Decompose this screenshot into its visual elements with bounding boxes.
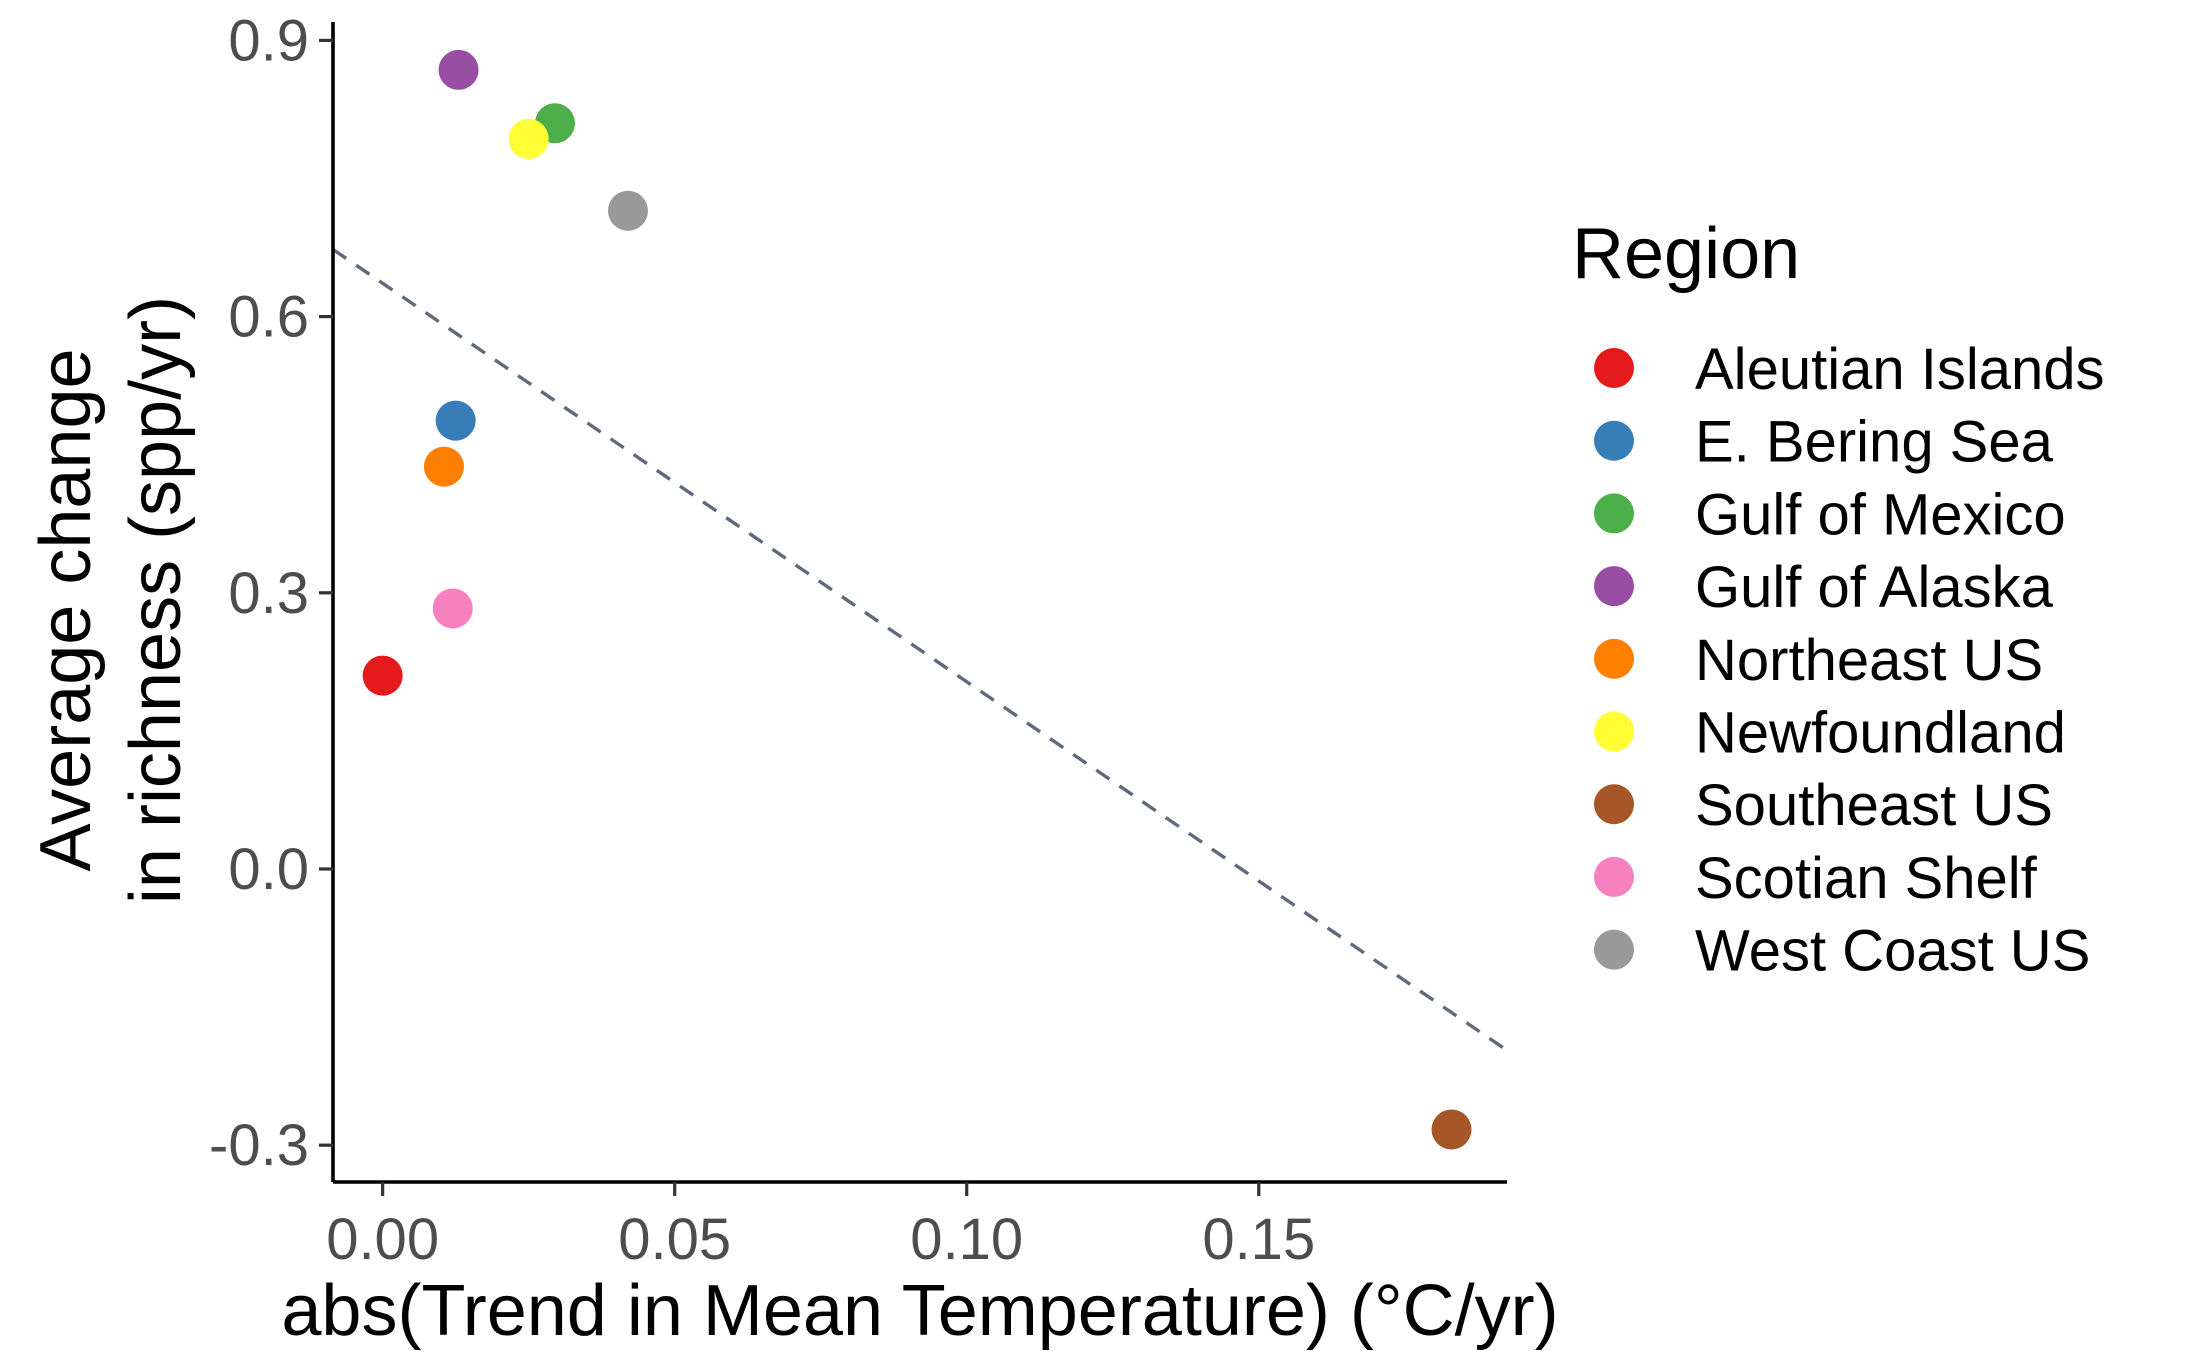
- y-tick-label: 0.0: [228, 837, 309, 902]
- legend-key: [1594, 711, 1634, 752]
- y-axis-title-line-2: in richness (spp/yr): [116, 296, 196, 904]
- trend-line: [332, 247, 1508, 1052]
- legend-label: Scotian Shelf: [1695, 846, 2038, 911]
- legend: Region Aleutian Islands E. Bering Sea Gulf…: [1572, 214, 2104, 984]
- data-point-gulf-of-alaska: [438, 49, 479, 90]
- data-points: [362, 49, 1472, 1150]
- data-point-e-bering-sea: [435, 400, 476, 441]
- legend-items: Aleutian Islands E. Bering Sea Gulf of Mex…: [1594, 337, 2104, 984]
- x-tick-label: 0.10: [910, 1207, 1023, 1272]
- data-point-scotian-shelf: [432, 588, 473, 629]
- legend-key: [1594, 856, 1634, 897]
- x-axis-title: abs(Trend in Mean Temperature) (°C/yr): [281, 1271, 1558, 1351]
- y-axis-ticks: -0.3 0.0 0.3 0.6 0.9: [209, 8, 333, 1178]
- data-point-newfoundland: [508, 118, 549, 159]
- legend-label: Newfoundland: [1695, 701, 2066, 766]
- legend-label: West Coast US: [1695, 919, 2090, 984]
- legend-label: Aleutian Islands: [1695, 337, 2104, 402]
- legend-key: [1594, 638, 1634, 679]
- legend-key: [1594, 348, 1634, 388]
- data-point-aleutian-islands: [362, 655, 403, 696]
- legend-label: Southeast US: [1695, 773, 2053, 838]
- legend-label: Gulf of Alaska: [1695, 555, 2054, 620]
- legend-label: Northeast US: [1695, 628, 2043, 693]
- legend-key: [1594, 784, 1634, 825]
- legend-key: [1594, 566, 1634, 607]
- x-tick-label: 0.00: [326, 1207, 439, 1272]
- legend-key: [1594, 493, 1634, 534]
- x-axis-ticks: 0.00 0.05 0.10 0.15: [326, 1182, 1315, 1272]
- y-tick-label: 0.6: [228, 285, 309, 350]
- legend-label: E. Bering Sea: [1695, 410, 2054, 475]
- legend-key: [1594, 420, 1634, 461]
- legend-title: Region: [1572, 214, 1800, 294]
- data-point-west-coast-us: [607, 190, 648, 231]
- legend-key: [1594, 929, 1634, 970]
- y-tick-label: 0.3: [228, 561, 309, 626]
- y-axis-title-line-1: Average change: [26, 348, 106, 871]
- x-tick-label: 0.05: [618, 1207, 731, 1272]
- data-point-northeast-us: [423, 446, 464, 487]
- x-tick-label: 0.15: [1202, 1207, 1315, 1272]
- y-tick-label: 0.9: [228, 8, 309, 73]
- legend-label: Gulf of Mexico: [1695, 482, 2066, 547]
- y-tick-label: -0.3: [209, 1113, 309, 1178]
- y-axis-title: Average change in richness (spp/yr): [26, 296, 196, 904]
- data-point-southeast-us: [1431, 1109, 1472, 1150]
